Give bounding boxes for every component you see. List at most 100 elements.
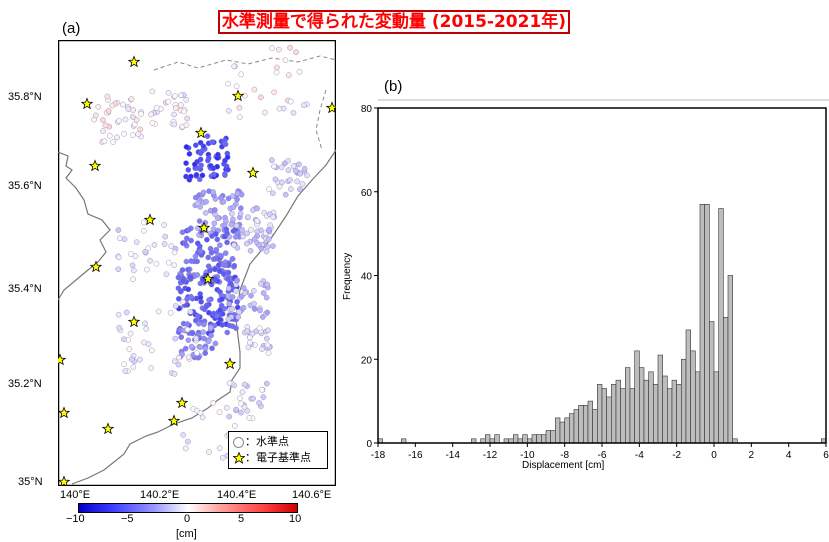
benchmark-point <box>115 311 122 318</box>
benchmark-point <box>223 405 230 411</box>
gnss-station-star <box>88 159 102 172</box>
histogram-bar <box>723 317 729 444</box>
benchmark-point <box>214 236 221 243</box>
benchmark-point <box>183 97 190 103</box>
benchmark-point <box>144 266 150 273</box>
benchmark-point <box>201 335 207 342</box>
histogram-bar <box>653 384 659 444</box>
benchmark-point <box>256 325 263 332</box>
benchmark-point <box>185 266 191 273</box>
benchmark-point <box>205 338 212 345</box>
benchmark-point <box>246 414 253 421</box>
benchmark-point <box>204 236 210 243</box>
benchmark-point <box>227 280 234 286</box>
benchmark-point <box>116 118 122 124</box>
benchmark-point <box>193 172 200 178</box>
benchmark-point <box>240 304 247 311</box>
benchmark-point <box>188 173 194 180</box>
benchmark-point <box>288 186 294 192</box>
benchmark-point <box>204 133 211 139</box>
benchmark-point <box>260 394 267 400</box>
benchmark-point <box>206 449 212 455</box>
benchmark-point <box>102 122 109 129</box>
benchmark-point <box>165 259 172 266</box>
histogram-bar <box>648 371 654 444</box>
legend-circle-label: ：水準点 <box>245 435 289 448</box>
histogram-bar <box>625 367 631 444</box>
benchmark-point <box>194 258 200 265</box>
y-tick-label: 0 <box>366 439 372 450</box>
histogram-bar <box>545 430 551 444</box>
benchmark-point <box>194 200 201 207</box>
benchmark-point <box>242 290 248 296</box>
benchmark-point <box>229 294 236 300</box>
map-legend: ：水準点 ：電子基準点 <box>228 431 328 469</box>
benchmark-point <box>264 335 270 342</box>
benchmark-point <box>258 245 265 252</box>
benchmark-point <box>145 245 151 251</box>
benchmark-point <box>245 344 252 351</box>
histogram-bar <box>531 434 537 444</box>
benchmark-point <box>265 350 272 356</box>
benchmark-point <box>188 293 194 300</box>
benchmark-point <box>121 336 127 343</box>
benchmark-point <box>254 218 260 224</box>
benchmark-point <box>129 114 136 120</box>
benchmark-point <box>194 240 201 247</box>
benchmark-point <box>184 326 191 333</box>
benchmark-point <box>180 277 186 284</box>
benchmark-point <box>248 227 254 233</box>
lat-tick: 35.6°N <box>8 180 42 192</box>
benchmark-point <box>145 341 152 348</box>
benchmark-point <box>222 250 229 256</box>
lat-tick: 35.8°N <box>8 91 42 103</box>
benchmark-point <box>297 186 303 193</box>
benchmark-point <box>269 45 275 52</box>
x-axis-label: Displacement [cm] <box>522 460 605 471</box>
benchmark-point <box>267 222 274 229</box>
benchmark-point <box>202 210 209 216</box>
benchmark-point <box>304 172 310 179</box>
x-tick-label: 4 <box>786 450 792 461</box>
benchmark-point <box>130 364 137 370</box>
benchmark-point <box>226 380 233 386</box>
benchmark-point <box>220 198 227 205</box>
benchmark-point <box>236 309 242 315</box>
benchmark-point <box>148 365 154 371</box>
map-panel <box>58 40 336 486</box>
histogram-bar <box>592 409 598 444</box>
histogram-bar <box>695 371 701 444</box>
benchmark-point <box>207 324 214 331</box>
bay-coastline <box>58 151 111 301</box>
benchmark-point <box>177 102 184 108</box>
benchmark-point <box>279 179 285 186</box>
benchmark-point <box>171 262 177 268</box>
benchmark-point <box>225 316 232 323</box>
benchmark-point <box>251 300 257 307</box>
histogram-bar <box>681 358 687 444</box>
benchmark-point <box>212 266 218 273</box>
histogram-bar <box>699 204 705 444</box>
benchmark-point <box>212 340 219 347</box>
benchmark-point <box>149 347 155 354</box>
gnss-station-star <box>58 353 67 366</box>
benchmark-point <box>297 170 304 177</box>
benchmark-point <box>162 233 169 240</box>
benchmark-point <box>251 306 258 312</box>
benchmark-point <box>119 101 126 108</box>
benchmark-point <box>209 233 215 239</box>
benchmark-point <box>234 299 240 305</box>
gnss-station-star <box>101 422 115 435</box>
benchmark-point <box>254 205 260 212</box>
benchmark-point <box>213 246 220 253</box>
circle-icon <box>233 436 244 448</box>
colorbar-tick: 5 <box>238 513 245 525</box>
gnss-station-star <box>231 89 245 102</box>
benchmark-point <box>225 195 232 202</box>
benchmark-point <box>171 93 178 99</box>
benchmark-point <box>183 122 190 129</box>
benchmark-point <box>122 368 129 374</box>
gnss-station-star <box>58 475 71 486</box>
benchmark-point <box>185 167 192 173</box>
benchmark-point <box>276 46 282 53</box>
